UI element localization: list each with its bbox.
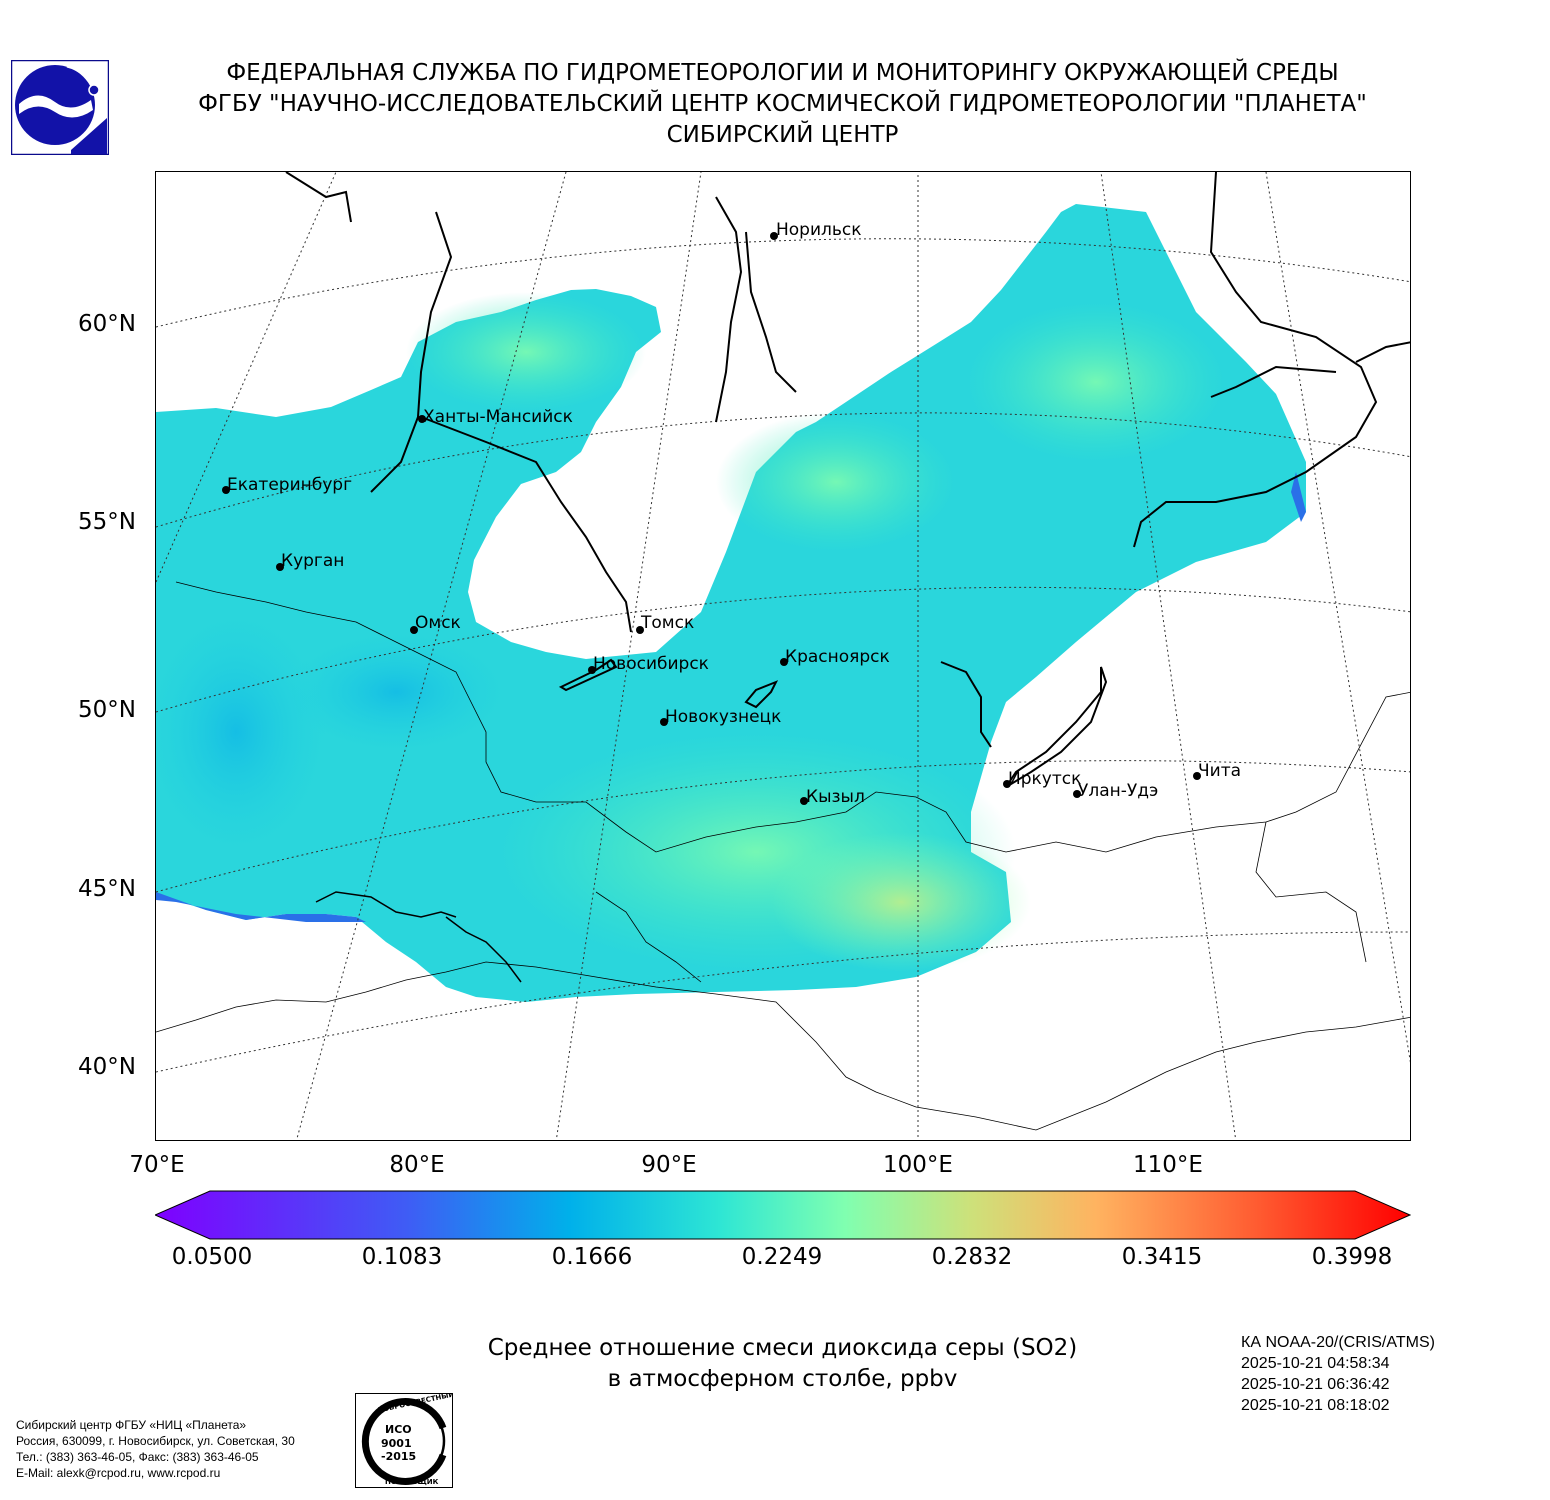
lon-label-110: 110°E (1133, 1152, 1203, 1178)
header-line-2: ФГБУ "НАУЧНО-ИССЛЕДОВАТЕЛЬСКИЙ ЦЕНТР КОС… (198, 91, 1367, 117)
lat-label-45: 45°N (78, 876, 136, 902)
header: ФЕДЕРАЛЬНАЯ СЛУЖБА ПО ГИДРОМЕТЕОРОЛОГИИ … (130, 58, 1435, 151)
city-novosibirsk[interactable]: Новосибирск (588, 654, 709, 674)
city-label-kurgan: Курган (281, 551, 344, 571)
header-line-3: СИБИРСКИЙ ЦЕНТР (666, 122, 899, 148)
city-yekaterinburg[interactable]: Екатеринбург (222, 475, 352, 495)
product-title-line-2: в атмосферном столбе, ppbv (607, 1366, 958, 1392)
city-kyzyl[interactable]: Кызыл (800, 787, 865, 807)
lat-label-50: 50°N (78, 697, 136, 723)
lat-label-55: 55°N (78, 509, 136, 535)
city-label-ulan-ude: Улан-Удэ (1078, 781, 1158, 801)
satellite-time: 2025-10-21 04:58:34 (1241, 1355, 1390, 1372)
svg-text:ПОСТАВЩИК: ПОСТАВЩИК (385, 1478, 439, 1486)
header-line-1: ФЕДЕРАЛЬНАЯ СЛУЖБА ПО ГИДРОМЕТЕОРОЛОГИИ … (226, 60, 1339, 86)
svg-text:ИСО: ИСО (385, 1423, 412, 1436)
lon-label-100: 100°E (883, 1152, 953, 1178)
svg-text:9001: 9001 (381, 1437, 412, 1450)
map-canvas: Норильск Ханты-Мансийск Екатеринбург Кур… (156, 172, 1410, 1140)
city-omsk[interactable]: Омск (410, 613, 461, 634)
colorbar-tick: 0.0500 (171, 1244, 253, 1270)
city-irkutsk[interactable]: Иркутск (1003, 769, 1081, 789)
city-label-khanty-mansiysk: Ханты-Мансийск (423, 407, 573, 427)
city-krasnoyarsk[interactable]: Красноярск (780, 647, 890, 667)
colorbar-tick: 0.2249 (741, 1244, 823, 1270)
satellite-time: 2025-10-21 08:18:02 (1241, 1397, 1390, 1414)
city-label-kyzyl: Кызыл (806, 787, 865, 807)
lon-label-70: 70°E (129, 1152, 185, 1178)
graticule (156, 172, 1410, 1140)
colorbar-tick: 0.3998 (1311, 1244, 1393, 1270)
colorbar-tick: 0.2832 (931, 1244, 1013, 1270)
city-label-chita: Чита (1198, 761, 1241, 781)
city-novokuznetsk[interactable]: Новокузнецк (660, 707, 781, 727)
city-label-tomsk: Томск (640, 613, 694, 633)
product-title: Среднее отношение смеси диоксида серы (S… (380, 1333, 1185, 1395)
city-chita[interactable]: Чита (1193, 761, 1241, 781)
colorbar-tick: 0.3415 (1121, 1244, 1203, 1270)
footer-line-2: Россия, 630099, г. Новосибирск, ул. Сове… (16, 1434, 295, 1448)
colorbar-tick: 0.1083 (361, 1244, 443, 1270)
city-label-irkutsk: Иркутск (1008, 769, 1081, 789)
product-title-line-1: Среднее отношение смеси диоксида серы (S… (487, 1335, 1078, 1361)
iso-9001-badge: ИСО 9001 -2015 ДОБРОСОВЕСТНЫЙ ПОСТАВЩИК (355, 1393, 453, 1488)
lon-label-80: 80°E (389, 1152, 445, 1178)
lat-label-60: 60°N (78, 311, 136, 337)
city-label-omsk: Омск (415, 613, 461, 633)
city-label-novokuznetsk: Новокузнецк (665, 707, 781, 727)
city-label-yekaterinburg: Екатеринбург (227, 475, 352, 495)
footer-line-3: Тел.: (383) 363-46-05, Факс: (383) 363-4… (16, 1450, 259, 1464)
satellite-name: КА NOAA-20/(CRIS/ATMS) (1241, 1334, 1435, 1351)
satellite-time: 2025-10-21 06:36:42 (1241, 1376, 1390, 1393)
city-label-novosibirsk: Новосибирск (593, 654, 709, 674)
map-panel[interactable]: Норильск Ханты-Мансийск Екатеринбург Кур… (155, 171, 1411, 1141)
svg-text:-2015: -2015 (381, 1450, 416, 1463)
city-label-norilsk: Норильск (776, 220, 862, 240)
lon-label-90: 90°E (641, 1152, 697, 1178)
footer-line-1: Сибирский центр ФГБУ «НИЦ «Планета» (16, 1418, 247, 1432)
colorbar-tick: 0.1666 (551, 1244, 633, 1270)
city-markers: Норильск Ханты-Мансийск Екатеринбург Кур… (222, 220, 1241, 807)
city-kurgan[interactable]: Курган (276, 551, 344, 571)
satellite-info: КА NOAA-20/(CRIS/ATMS) 2025-10-21 04:58:… (1241, 1332, 1435, 1416)
city-khanty-mansiysk[interactable]: Ханты-Мансийск (418, 407, 573, 427)
planeta-logo (11, 60, 109, 155)
city-norilsk[interactable]: Норильск (770, 220, 862, 240)
colorbar (155, 1190, 1411, 1240)
city-label-krasnoyarsk: Красноярск (785, 647, 890, 667)
city-ulan-ude[interactable]: Улан-Удэ (1073, 781, 1158, 801)
geography (156, 172, 1410, 1131)
footer-contacts: Сибирский центр ФГБУ «НИЦ «Планета» Росс… (16, 1417, 295, 1481)
city-tomsk[interactable]: Томск (636, 613, 694, 634)
lat-label-40: 40°N (78, 1054, 136, 1080)
footer-line-4: E-Mail: alexk@rcpod.ru, www.rcpod.ru (16, 1466, 221, 1480)
